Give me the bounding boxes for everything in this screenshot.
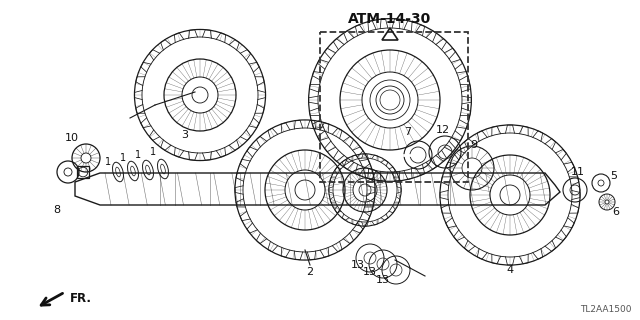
Text: 1: 1 bbox=[120, 153, 126, 163]
Text: ATM-14-30: ATM-14-30 bbox=[348, 12, 431, 26]
Bar bbox=[77, 166, 89, 178]
Text: 1: 1 bbox=[150, 147, 156, 157]
Text: 2: 2 bbox=[307, 267, 314, 277]
Text: 13: 13 bbox=[351, 260, 365, 270]
Text: TL2AA1500: TL2AA1500 bbox=[580, 305, 632, 314]
Text: 3: 3 bbox=[182, 130, 189, 140]
Text: 9: 9 bbox=[470, 140, 477, 150]
Text: 8: 8 bbox=[53, 205, 61, 215]
Text: 5: 5 bbox=[611, 171, 618, 181]
Text: 10: 10 bbox=[65, 133, 79, 143]
Text: 12: 12 bbox=[436, 125, 450, 135]
Text: 13: 13 bbox=[363, 267, 377, 277]
Text: 6: 6 bbox=[612, 207, 620, 217]
Text: 4: 4 bbox=[506, 265, 513, 275]
Text: 11: 11 bbox=[571, 167, 585, 177]
Text: FR.: FR. bbox=[70, 292, 92, 305]
Text: 7: 7 bbox=[404, 127, 412, 137]
Text: 1: 1 bbox=[135, 150, 141, 160]
Text: 1: 1 bbox=[105, 157, 111, 167]
Text: 13: 13 bbox=[376, 275, 390, 285]
